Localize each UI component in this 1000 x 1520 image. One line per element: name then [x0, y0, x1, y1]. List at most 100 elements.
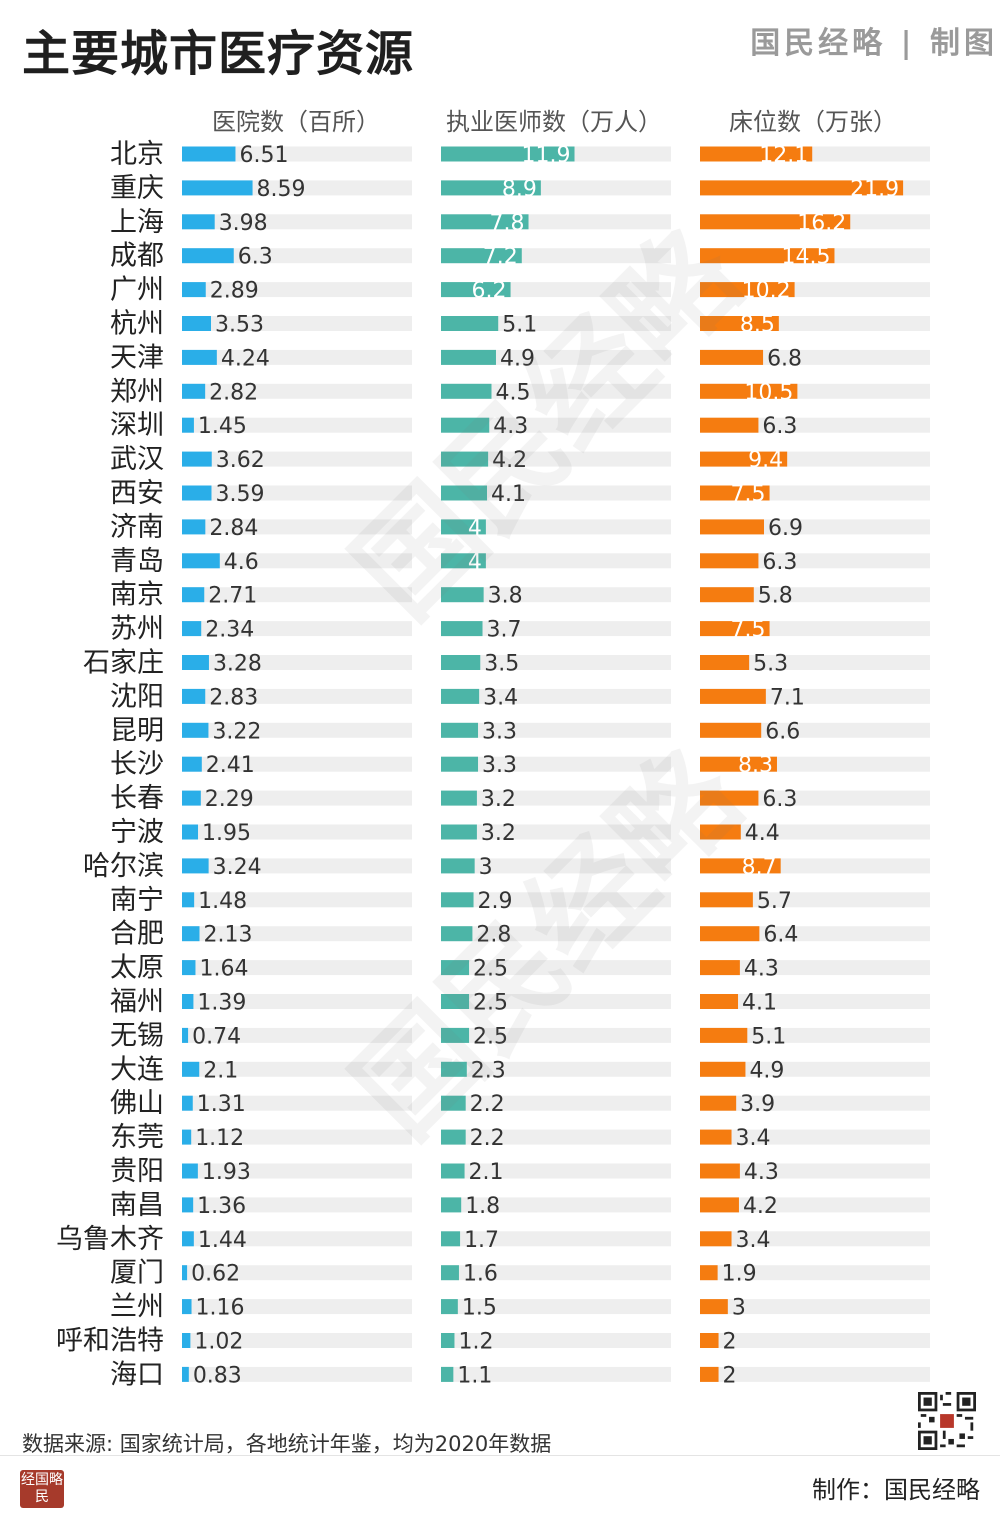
bar [700, 1299, 728, 1315]
category-label: 北京 [110, 139, 164, 170]
data-label: 3.2 [481, 821, 516, 846]
bar [441, 994, 470, 1009]
bar [182, 655, 209, 670]
bar [182, 417, 194, 433]
bar-track [700, 1061, 930, 1077]
data-label: 3.62 [216, 448, 265, 473]
bar [441, 1163, 465, 1179]
bar-track [441, 383, 671, 399]
data-label: 1.5 [462, 1296, 497, 1321]
data-label: 1.95 [202, 821, 251, 846]
bar [182, 756, 202, 772]
data-label: 16.2 [797, 211, 846, 236]
bar [182, 180, 253, 196]
bar-track [182, 1265, 412, 1281]
bar [441, 451, 489, 467]
data-label: 3.59 [215, 482, 264, 507]
data-label: 4.5 [495, 380, 530, 405]
data-label: 2.29 [205, 787, 254, 812]
data-label: 8.9 [502, 177, 537, 202]
bar-track [182, 1231, 412, 1247]
bar-track [182, 316, 412, 331]
data-label: 1.93 [202, 1160, 251, 1185]
bar [182, 1299, 192, 1315]
category-label: 沈阳 [110, 681, 164, 712]
bar [700, 1366, 719, 1382]
bar-track [182, 824, 412, 840]
bar [441, 960, 470, 976]
data-label: 1.02 [194, 1330, 243, 1355]
bar [700, 349, 764, 365]
bar-track [441, 655, 671, 670]
data-label: 0.83 [193, 1363, 242, 1388]
footer-divider [0, 1455, 1000, 1456]
category-label: 太原 [110, 953, 164, 984]
bar [441, 756, 479, 772]
bar-track [700, 1366, 930, 1382]
bar-track [182, 1095, 412, 1111]
category-label: 长春 [110, 783, 164, 814]
data-label: 1.39 [197, 991, 246, 1016]
bar-track [441, 1231, 671, 1247]
category-label: 济南 [110, 512, 164, 543]
bar-track [182, 756, 412, 772]
data-label: 4.9 [749, 1058, 784, 1083]
bar-track [441, 1061, 671, 1077]
data-label: 3 [732, 1296, 746, 1321]
data-label: 3.3 [482, 719, 517, 744]
brand-label: 国民经略 | 制图 [750, 26, 998, 61]
bar-track [182, 519, 412, 535]
bar [441, 146, 575, 162]
bar [700, 417, 759, 433]
bar [441, 587, 484, 603]
bar [700, 1231, 732, 1247]
bar [700, 960, 740, 976]
bar-track [182, 248, 412, 264]
category-label: 广州 [110, 275, 164, 306]
category-label: 贵阳 [110, 1156, 164, 1187]
bar-track [182, 926, 412, 942]
bar-track [700, 1231, 930, 1247]
bar [441, 790, 477, 806]
data-label: 12.1 [759, 143, 808, 168]
data-label: 10.5 [744, 380, 793, 405]
bar [441, 688, 480, 704]
bar-track [182, 1129, 412, 1145]
bar [700, 1163, 740, 1179]
data-label: 3.8 [488, 584, 523, 609]
bar-track [182, 790, 412, 806]
data-label: 4.9 [500, 346, 535, 371]
data-label: 1.2 [458, 1330, 493, 1355]
bar-track [700, 1333, 930, 1348]
data-label: 7.8 [490, 211, 525, 236]
bar [700, 316, 779, 331]
bar [441, 1231, 461, 1247]
bar [700, 892, 753, 908]
category-label: 昆明 [110, 715, 164, 746]
bar-track [441, 1366, 671, 1382]
bar-track [700, 655, 930, 670]
bar [182, 553, 220, 569]
bar [182, 282, 206, 298]
bar-track [182, 587, 412, 603]
data-label: 2.89 [210, 279, 259, 304]
data-label: 4.2 [743, 1194, 778, 1219]
bar-track [441, 519, 671, 535]
bar-track [182, 655, 412, 670]
data-label: 4.4 [745, 821, 780, 846]
data-label: 9.4 [748, 448, 783, 473]
data-label: 3.24 [213, 855, 262, 880]
data-label: 7.2 [483, 245, 518, 270]
data-label: 8.3 [738, 753, 773, 778]
data-label: 4 [468, 516, 482, 541]
bar [700, 282, 795, 298]
bar [700, 688, 766, 704]
bar [441, 1265, 459, 1281]
data-label: 5.1 [751, 1024, 786, 1049]
bar [700, 756, 777, 772]
data-label: 1.64 [199, 957, 248, 982]
bar [441, 316, 499, 331]
bar [182, 1027, 189, 1043]
bar-track [441, 587, 671, 603]
data-label: 6.51 [239, 143, 288, 168]
